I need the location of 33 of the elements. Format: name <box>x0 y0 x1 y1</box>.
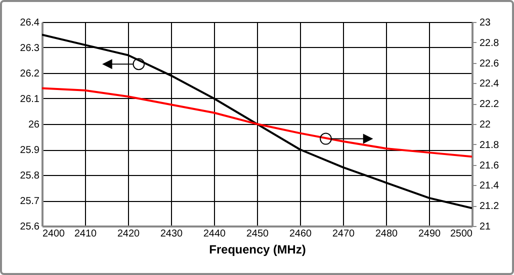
y-tick-label: 26.4 <box>20 18 40 28</box>
y2-tick-label: 21.4 <box>480 180 500 192</box>
y2-tick-label: 23 <box>480 18 492 28</box>
y2-tick-label: 22 <box>480 120 492 130</box>
y-tick-label: 25.9 <box>20 145 40 156</box>
y-tick-label: 26.2 <box>20 68 40 80</box>
y2-tick-label: 22.4 <box>480 78 500 90</box>
y2-tick-label: 21 <box>480 222 492 232</box>
x-tick-label: 2470 <box>332 228 356 240</box>
y2-tick-label: 21.2 <box>480 201 500 212</box>
x-tick-label: 2490 <box>418 228 442 240</box>
y2-tick-label: 21.8 <box>480 140 500 151</box>
y2-tick-label: 22.6 <box>480 58 500 70</box>
y-tick-label: 26.1 <box>20 94 40 105</box>
x-tick-label: 2400 <box>42 228 66 240</box>
x-axis-title: Frequency (MHz) <box>209 242 306 256</box>
x-tick-label: 2450 <box>246 228 270 240</box>
y2-tick-label: 22.8 <box>480 38 500 49</box>
y-tick-label: 25.6 <box>20 222 40 232</box>
x-tick-label: 2420 <box>117 228 140 240</box>
y-tick-label: 26 <box>28 120 40 130</box>
x-tick-label: 2410 <box>74 228 98 240</box>
x-tick-label: 2480 <box>375 228 398 240</box>
x-tick-label: 2500 <box>450 228 473 240</box>
y2-tick-label: 21.6 <box>480 160 500 172</box>
y-tick-label: 25.8 <box>20 170 40 182</box>
x-tick-label: 2440 <box>203 228 226 240</box>
y-tick-label: 26.3 <box>20 43 40 54</box>
y2-tick-label: 22.2 <box>480 99 500 110</box>
line-series <box>42 87 472 158</box>
x-tick-label: 2460 <box>289 228 312 240</box>
y-tick-label: 25.7 <box>20 196 40 207</box>
x-tick-label: 2430 <box>160 228 184 240</box>
